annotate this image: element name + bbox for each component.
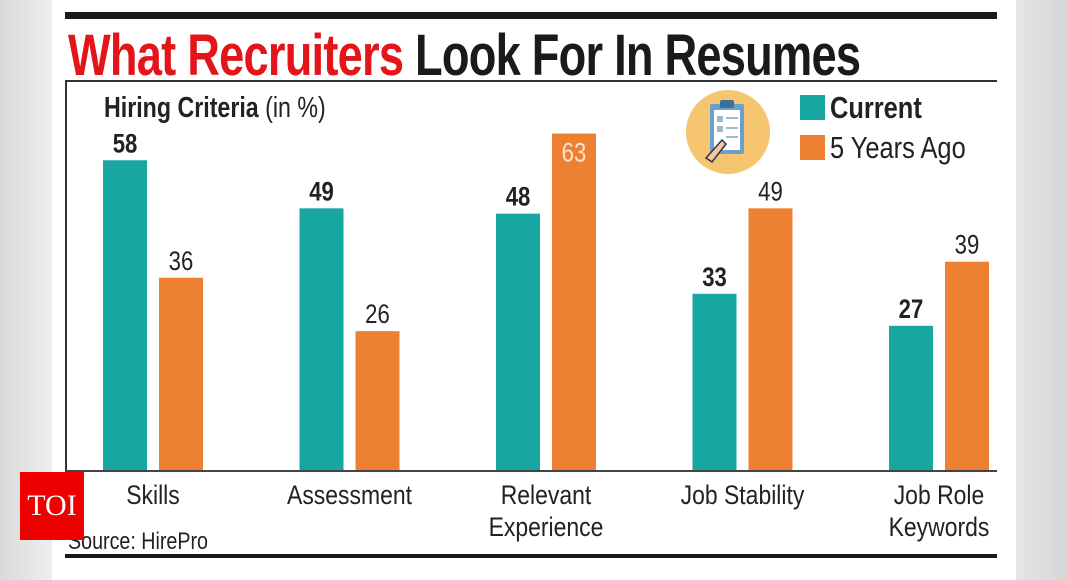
title-rest: Look For In Resumes xyxy=(415,23,861,88)
clipboard-icon xyxy=(684,88,772,176)
category-label: Job Stability xyxy=(681,480,805,510)
legend-label-current: Current xyxy=(830,90,922,125)
data-label: 58 xyxy=(113,129,138,159)
data-label: 49 xyxy=(309,177,334,207)
left-axis-rule xyxy=(65,80,67,472)
data-label: 36 xyxy=(169,247,194,277)
subtitle-unit: (in %) xyxy=(265,92,326,124)
bar-5-years-ago xyxy=(945,261,989,470)
legend-swatch-current xyxy=(800,95,825,120)
bar-5-years-ago xyxy=(159,277,203,470)
category-label: Assessment xyxy=(287,480,412,510)
category-label: Skills xyxy=(126,480,180,510)
category-label: Experience xyxy=(489,512,604,542)
chart-subtitle: Hiring Criteria (in %) xyxy=(104,92,326,125)
data-label: 26 xyxy=(365,300,390,330)
title-highlight: What Recruiters xyxy=(68,23,404,88)
bar-current xyxy=(889,325,933,470)
bar-current xyxy=(103,160,147,470)
bottom-rule xyxy=(65,554,997,558)
data-label: 49 xyxy=(758,177,783,207)
data-label: 33 xyxy=(702,263,727,293)
bar-5-years-ago xyxy=(355,331,400,470)
bar-current xyxy=(299,208,344,470)
legend-label-5-years-ago: 5 Years Ago xyxy=(830,130,966,165)
legend-swatch-5-years-ago xyxy=(800,135,825,160)
category-label: Job Role xyxy=(894,480,985,510)
bar-5-years-ago xyxy=(552,133,596,470)
data-label: 63 xyxy=(562,139,587,169)
bar-current xyxy=(496,213,540,470)
data-label: 27 xyxy=(899,295,924,325)
category-label: Relevant xyxy=(501,480,592,510)
source-note: Source: HirePro xyxy=(68,528,209,555)
top-rule xyxy=(65,12,997,19)
data-label: 48 xyxy=(506,183,531,213)
data-label: 39 xyxy=(955,231,980,261)
toi-logo: TOI xyxy=(20,472,84,540)
bar-5-years-ago xyxy=(748,208,793,470)
chart-title: What Recruiters Look For In Resumes xyxy=(68,22,861,89)
subtitle-bold: Hiring Criteria xyxy=(104,92,259,124)
category-label: Keywords xyxy=(889,512,990,542)
title-rule xyxy=(65,80,997,82)
bar-current xyxy=(692,293,737,470)
